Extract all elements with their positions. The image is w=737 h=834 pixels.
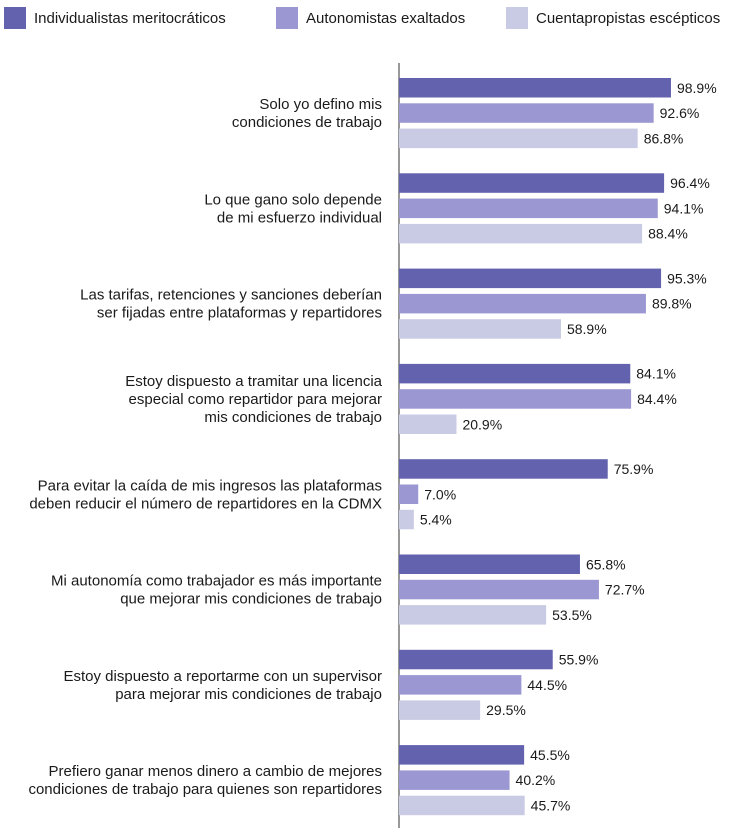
data-label: 88.4% bbox=[648, 226, 688, 242]
data-label: 75.9% bbox=[614, 461, 654, 477]
category-label-line: que mejorar mis condiciones de trabajo bbox=[120, 591, 382, 608]
category-label: Prefiero ganar menos dinero a cambio de … bbox=[28, 763, 382, 798]
category-label-line: de mi esfuerzo individual bbox=[217, 209, 382, 226]
data-label: 58.9% bbox=[567, 321, 607, 337]
bar bbox=[399, 579, 599, 600]
legend-item-1: Autonomistas exaltados bbox=[276, 6, 465, 30]
category-label-line: deben reducir el número de repartidores … bbox=[29, 495, 382, 512]
bar bbox=[399, 484, 419, 504]
bar bbox=[399, 103, 654, 123]
bar bbox=[399, 649, 553, 670]
category-label-line: ser fijadas entre plataformas y repartid… bbox=[97, 305, 382, 322]
data-label: 5.4% bbox=[420, 512, 452, 528]
bar bbox=[399, 605, 547, 625]
legend: Individualistas meritocráticos Autonomis… bbox=[0, 0, 737, 40]
data-label: 45.5% bbox=[530, 747, 570, 763]
bar bbox=[399, 389, 632, 409]
category-label: Para evitar la caída de mis ingresos las… bbox=[29, 477, 382, 512]
category-label-line: para mejorar mis condiciones de trabajo bbox=[115, 686, 382, 703]
data-label: 65.8% bbox=[586, 556, 626, 572]
category-label-line: condiciones de trabajo bbox=[232, 114, 382, 131]
bar bbox=[399, 700, 481, 720]
category-label-line: Estoy dispuesto a tramitar una licencia bbox=[125, 373, 382, 390]
category-label: Estoy dispuesto a reportarme con un supe… bbox=[64, 668, 383, 703]
legend-item-0: Individualistas meritocráticos bbox=[4, 6, 226, 30]
data-label: 44.5% bbox=[527, 677, 567, 693]
bar bbox=[399, 554, 580, 574]
bar bbox=[399, 414, 457, 434]
category-label: Solo yo defino mis condiciones de trabajo bbox=[232, 96, 382, 131]
bar bbox=[399, 293, 646, 314]
category-label-line: Mi autonomía como trabajador es más impo… bbox=[51, 573, 382, 590]
data-label: 55.9% bbox=[559, 652, 599, 668]
data-label: 7.0% bbox=[424, 486, 456, 502]
bar bbox=[399, 363, 631, 384]
data-label: 95.3% bbox=[667, 270, 707, 286]
data-label: 40.2% bbox=[516, 772, 556, 788]
category-label-line: Para evitar la caída de mis ingresos las… bbox=[38, 477, 382, 494]
category-label: Estoy dispuesto a tramitar una licencia e… bbox=[125, 373, 382, 426]
bar bbox=[399, 198, 658, 219]
category-label-line: condiciones de trabajo para quienes son … bbox=[28, 781, 382, 798]
bar bbox=[399, 223, 643, 244]
legend-label-0: Individualistas meritocráticos bbox=[34, 9, 226, 27]
legend-item-2: Cuentapropistas escépticos bbox=[506, 6, 720, 30]
data-label: 20.9% bbox=[462, 416, 502, 432]
category-label-line: Prefiero ganar menos dinero a cambio de … bbox=[48, 763, 382, 780]
legend-swatch-2 bbox=[506, 7, 528, 29]
bar bbox=[399, 509, 414, 530]
data-label: 94.1% bbox=[664, 200, 704, 216]
legend-swatch-1 bbox=[276, 7, 298, 29]
data-label: 84.4% bbox=[637, 391, 677, 407]
data-label: 86.8% bbox=[644, 130, 684, 146]
data-label: 45.7% bbox=[531, 797, 571, 813]
bar bbox=[399, 78, 671, 98]
data-label: 84.1% bbox=[636, 366, 676, 382]
category-label-line: mis condiciones de trabajo bbox=[204, 409, 382, 426]
legend-label-2: Cuentapropistas escépticos bbox=[536, 9, 721, 27]
category-label-line: especial como repartidor para mejorar bbox=[129, 391, 382, 408]
category-label-line: Lo que gano solo depende bbox=[204, 191, 382, 208]
bar bbox=[399, 745, 525, 765]
legend-swatch-0 bbox=[4, 7, 26, 29]
data-label: 72.7% bbox=[605, 582, 645, 598]
data-label: 89.8% bbox=[652, 296, 692, 312]
bar bbox=[399, 128, 638, 149]
bar bbox=[399, 319, 561, 339]
bar bbox=[399, 173, 665, 193]
category-label: Las tarifas, retenciones y sanciones deb… bbox=[80, 287, 382, 322]
bar bbox=[399, 770, 510, 790]
data-label: 29.5% bbox=[486, 702, 526, 718]
category-label: Lo que gano solo depende de mi esfuerzo i… bbox=[204, 191, 382, 226]
data-label: 92.6% bbox=[660, 105, 700, 121]
data-label: 53.5% bbox=[552, 607, 592, 623]
category-label-line: Estoy dispuesto a reportarme con un supe… bbox=[64, 668, 383, 685]
data-label: 96.4% bbox=[670, 175, 710, 191]
category-label-line: Solo yo defino mis bbox=[259, 96, 382, 113]
bar bbox=[399, 675, 522, 695]
category-label-line: Las tarifas, retenciones y sanciones deb… bbox=[80, 287, 382, 304]
data-label: 98.9% bbox=[677, 80, 717, 96]
bar bbox=[399, 459, 608, 479]
bar bbox=[399, 268, 662, 289]
category-label: Mi autonomía como trabajador es más impo… bbox=[51, 573, 382, 608]
bar bbox=[399, 795, 525, 816]
legend-label-1: Autonomistas exaltados bbox=[306, 9, 466, 27]
